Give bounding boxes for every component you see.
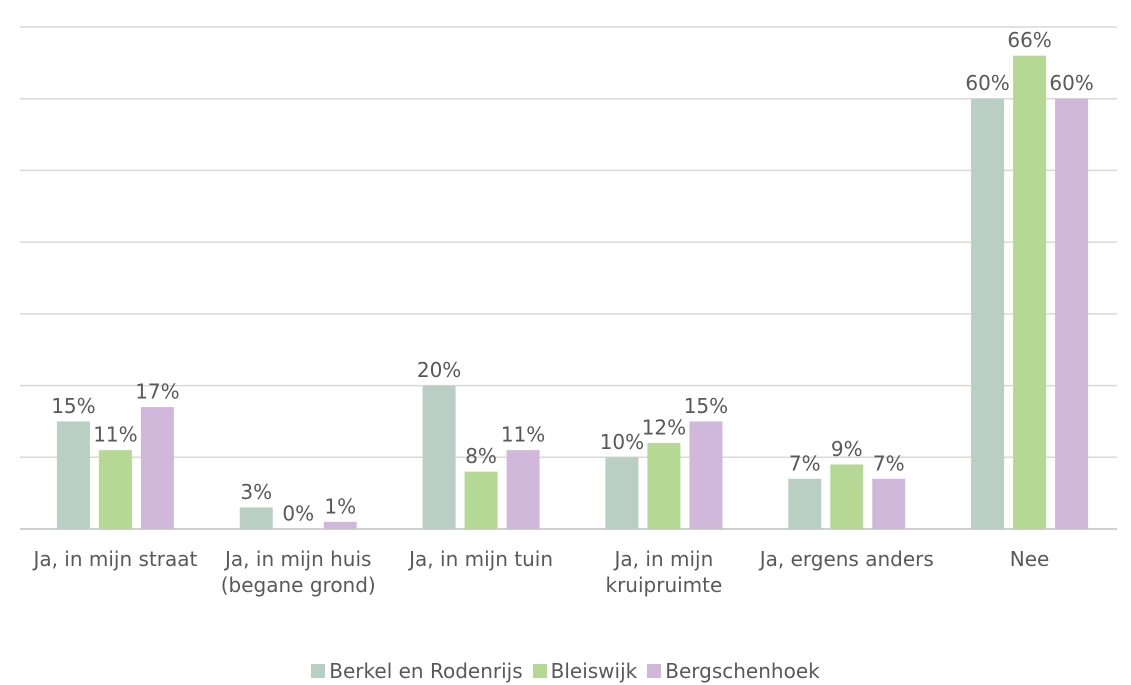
legend-swatch: [311, 664, 326, 678]
legend-item: Berkel en Rodenrijs: [311, 659, 523, 683]
data-label: 1%: [324, 494, 356, 518]
legend-label: Berkel en Rodenrijs: [329, 659, 523, 683]
data-label: 20%: [417, 358, 461, 382]
bar: [98, 450, 132, 529]
bar: [647, 442, 681, 529]
bar: [830, 464, 864, 529]
x-tick-label: Ja, in mijn tuin: [409, 547, 553, 571]
data-label: 10%: [600, 430, 644, 454]
bar: [464, 471, 498, 529]
bar: [140, 407, 174, 529]
data-label: 3%: [240, 480, 272, 504]
data-label: 60%: [1049, 71, 1093, 95]
x-tick-label: Nee: [1009, 547, 1050, 571]
legend-item: Bergschenhoek: [647, 659, 820, 683]
data-label: 9%: [831, 437, 863, 461]
data-label: 15%: [51, 394, 95, 418]
bar: [56, 421, 90, 529]
data-label: 11%: [501, 423, 545, 447]
bar: [689, 421, 723, 529]
bar: [506, 450, 540, 529]
legend-label: Bergschenhoek: [665, 659, 820, 683]
bar: [872, 478, 906, 529]
legend: Berkel en Rodenrijs Bleiswijk Bergschenhoe…: [0, 659, 1131, 683]
data-label: 17%: [135, 380, 179, 404]
data-label: 15%: [684, 394, 728, 418]
bar: [1055, 98, 1089, 529]
data-label: 7%: [873, 451, 905, 475]
x-tick-label: Ja, in mijn straat: [33, 547, 198, 571]
bar: [971, 98, 1005, 529]
bar: [239, 507, 273, 529]
data-label: 8%: [465, 444, 497, 468]
data-label: 11%: [93, 423, 137, 447]
data-label: 0%: [282, 502, 314, 526]
bar: [1013, 55, 1047, 529]
bar: [422, 385, 456, 529]
data-label: 60%: [965, 71, 1009, 95]
x-tick-label: Ja, in mijn huis (begane grond): [220, 547, 376, 597]
bar: [605, 457, 639, 529]
legend-swatch: [647, 664, 662, 678]
data-label: 66%: [1007, 28, 1051, 52]
legend-label: Bleiswijk: [550, 659, 638, 683]
x-tick-label: Ja, in mijn kruipruimte: [605, 547, 723, 597]
bar: [788, 478, 822, 529]
data-label: 12%: [642, 415, 686, 439]
bar: [323, 521, 357, 529]
legend-item: Bleiswijk: [532, 659, 638, 683]
legend-swatch: [532, 664, 547, 678]
x-tick-label: Ja, ergens anders: [759, 547, 934, 571]
data-label: 7%: [789, 451, 821, 475]
